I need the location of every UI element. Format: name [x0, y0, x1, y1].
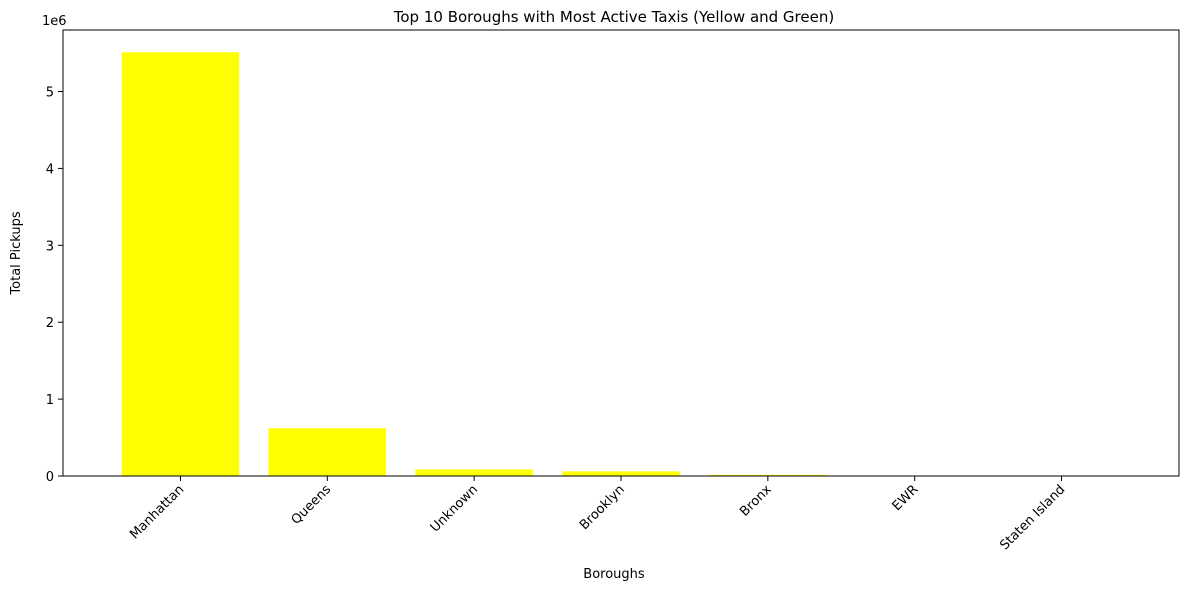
bar-manhattan	[121, 52, 240, 477]
bar-brooklyn	[562, 471, 680, 476]
y-axis-offset-label: 1e6	[42, 14, 67, 29]
plot-area-frame	[62, 29, 1180, 477]
x-tick-label: Bronx	[737, 482, 775, 520]
y-tick-label: 2	[46, 316, 54, 331]
y-axis-ticks: 0 1 2 3 4 5	[46, 86, 63, 485]
bar-unknown	[415, 469, 533, 476]
x-tick-label: Unknown	[428, 482, 481, 535]
bar-queens	[268, 428, 387, 476]
x-tick-label: Queens	[289, 482, 335, 528]
bar-bronx	[709, 474, 827, 476]
y-tick-label: 0	[46, 470, 54, 485]
x-axis-label: Boroughs	[583, 567, 645, 582]
x-tick-label: Brooklyn	[577, 482, 628, 533]
x-tick-label: Staten Island	[997, 482, 1068, 553]
y-tick-label: 1	[46, 393, 54, 408]
y-tick-label: 3	[46, 239, 54, 254]
y-axis-label: Total Pickups	[9, 211, 24, 295]
x-tick-label: EWR	[890, 482, 922, 514]
bars-group	[121, 52, 1121, 477]
y-tick-label: 4	[46, 162, 54, 177]
x-tick-label: Manhattan	[127, 482, 187, 542]
chart-title: Top 10 Boroughs with Most Active Taxis (…	[393, 8, 834, 26]
x-axis-ticks: Manhattan Queens Unknown Brooklyn Bronx EWR St…	[127, 476, 1068, 553]
y-tick-label: 5	[46, 86, 54, 101]
